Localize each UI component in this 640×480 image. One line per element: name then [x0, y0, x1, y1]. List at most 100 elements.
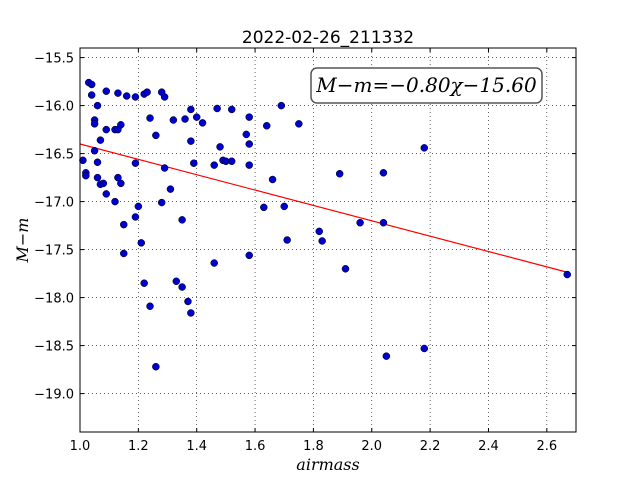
data-point: [131, 213, 140, 221]
data-point: [187, 137, 195, 145]
data-point: [190, 159, 198, 167]
data-point: [318, 237, 326, 245]
data-point: [90, 120, 99, 128]
data-point: [563, 270, 571, 279]
data-point: [210, 259, 218, 267]
y-tick-label: −18.5: [34, 340, 74, 355]
data-point: [166, 185, 175, 193]
annotation-equation: M−m=−0.80χ−15.60: [315, 73, 537, 97]
data-point: [268, 175, 277, 184]
data-point: [262, 122, 271, 130]
data-point: [172, 277, 181, 286]
data-point: [295, 120, 303, 128]
x-tick-label: 2.6: [536, 439, 557, 454]
data-point: [131, 93, 140, 101]
data-point: [140, 279, 148, 287]
data-point: [335, 170, 344, 178]
fit-layer: [79, 143, 568, 273]
data-point: [152, 362, 160, 371]
data-point: [114, 89, 122, 97]
x-tick-label: 1.2: [128, 439, 149, 454]
data-point: [137, 239, 146, 247]
data-point: [245, 251, 253, 260]
data-point: [245, 113, 253, 121]
data-point: [93, 158, 102, 166]
data-point: [79, 156, 87, 165]
data-point: [82, 171, 90, 180]
data-point: [93, 173, 102, 182]
y-tick-label: −18.0: [34, 292, 74, 307]
data-point: [96, 136, 105, 144]
data-point: [178, 216, 186, 224]
data-point: [420, 144, 429, 152]
data-point: [184, 297, 192, 306]
data-point: [245, 161, 253, 169]
x-tick-label: 1.4: [186, 439, 207, 454]
data-point: [120, 220, 128, 229]
data-point: [210, 161, 218, 169]
data-point: [122, 92, 131, 100]
data-point: [87, 80, 96, 89]
annotation-box: M−m=−0.80χ−15.60: [310, 67, 543, 104]
points-layer: [79, 78, 571, 371]
data-point: [160, 164, 169, 172]
y-axis-label: M−m: [13, 218, 32, 264]
data-point: [90, 146, 99, 155]
data-point: [227, 157, 236, 166]
data-point: [143, 88, 151, 96]
data-point: [280, 202, 288, 211]
data-point: [117, 121, 125, 129]
data-point: [160, 93, 169, 101]
x-tick-label: 2.0: [361, 439, 382, 454]
x-tick-label: 1.6: [245, 439, 266, 454]
data-point: [87, 91, 96, 99]
y-tick-label: −16.5: [34, 148, 74, 163]
data-point: [102, 125, 111, 134]
data-point: [382, 352, 391, 360]
data-point: [341, 265, 350, 273]
data-point: [146, 114, 154, 122]
data-point: [102, 190, 111, 198]
x-tick-label: 2.4: [478, 439, 499, 454]
data-point: [242, 130, 251, 139]
plot-frame: [79, 47, 577, 433]
y-tick-label: −15.5: [34, 52, 74, 67]
data-point: [198, 119, 207, 127]
chart-title: 2022-02-26_211332: [242, 28, 414, 48]
data-point: [379, 218, 388, 227]
data-point: [117, 179, 125, 188]
x-tick-label: 2.2: [420, 439, 441, 454]
data-point: [283, 236, 291, 244]
data-point: [181, 115, 189, 123]
data-point: [111, 197, 119, 206]
data-point: [420, 344, 429, 353]
data-point: [245, 140, 253, 148]
data-point: [99, 179, 108, 188]
annotation-frame: [310, 67, 543, 104]
x-tick-label: 1.0: [70, 439, 91, 454]
data-point: [187, 309, 195, 317]
data-point: [146, 302, 154, 310]
x-tick-label: 1.8: [303, 439, 324, 454]
data-point: [157, 198, 166, 207]
data-point: [169, 116, 178, 124]
data-point: [120, 249, 128, 258]
y-tick-label: −17.0: [34, 196, 74, 211]
grid-layer: [79, 48, 576, 432]
data-point: [379, 169, 388, 177]
data-point: [178, 283, 186, 291]
y-tick-label: −16.0: [34, 100, 74, 115]
y-tick-label: −19.0: [34, 388, 74, 403]
tick-layer: 1.0 1.2 1.4 1.6 1.8 2.0 2.2 2.4 2.6 −15.5 −16.0 −16…: [34, 48, 576, 454]
data-point: [152, 131, 160, 140]
data-point: [227, 105, 236, 114]
data-point: [187, 105, 195, 114]
data-point: [93, 101, 102, 110]
data-point: [134, 202, 143, 211]
data-point: [213, 104, 221, 113]
data-point: [260, 203, 268, 212]
data-point: [131, 159, 140, 167]
data-point: [277, 101, 286, 110]
